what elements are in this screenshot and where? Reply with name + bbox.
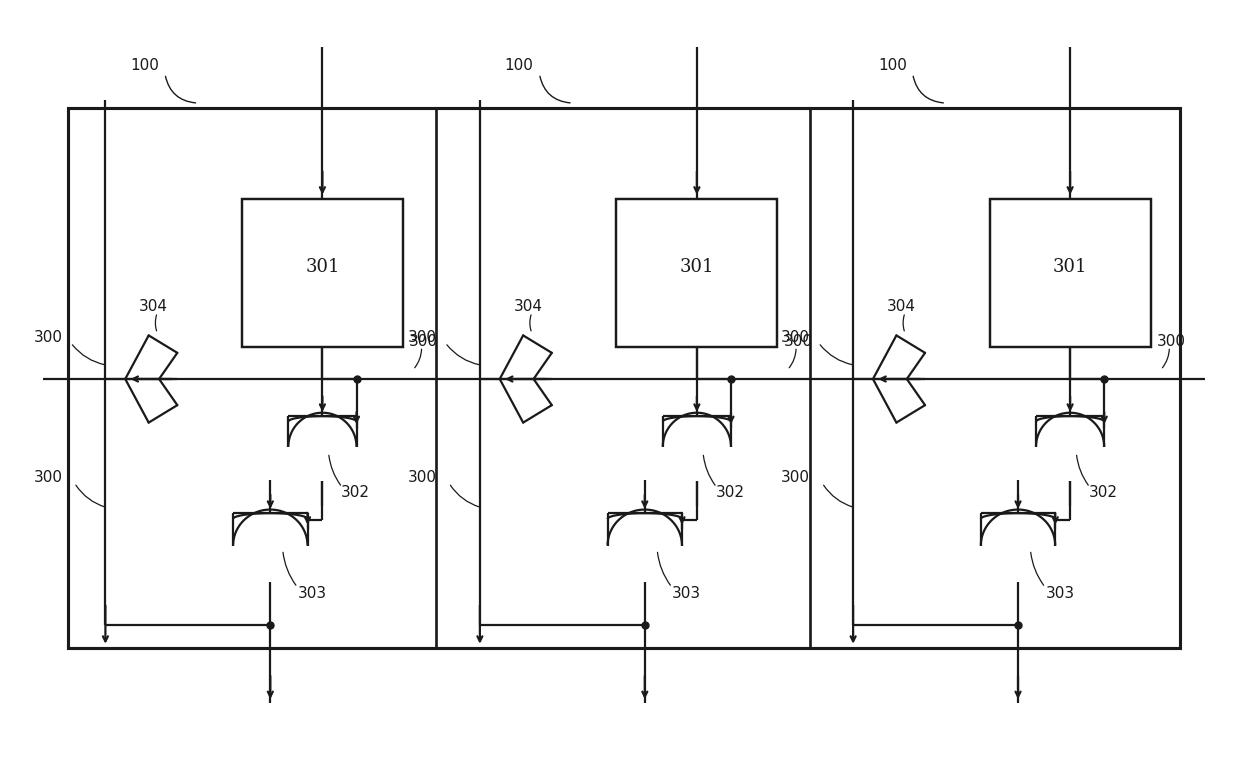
Text: 303: 303	[672, 586, 701, 601]
Text: 302: 302	[715, 485, 744, 500]
Text: 301: 301	[680, 258, 714, 276]
Bar	[68, 108, 1180, 648]
Text: 300: 300	[409, 334, 438, 349]
Bar	[616, 199, 777, 347]
Bar	[990, 199, 1151, 347]
Bar	[242, 199, 403, 347]
Text: 300: 300	[1157, 334, 1185, 349]
Text: 303: 303	[1045, 586, 1074, 601]
Text: 304: 304	[139, 299, 167, 315]
Text: 302: 302	[1089, 485, 1117, 500]
Text: 100: 100	[505, 58, 533, 74]
Text: 100: 100	[878, 58, 906, 74]
Text: 300: 300	[784, 334, 812, 349]
Text: 300: 300	[33, 330, 62, 345]
Text: 301: 301	[305, 258, 340, 276]
Text: 300: 300	[408, 330, 436, 345]
Text: 100: 100	[130, 58, 159, 74]
Text: 304: 304	[887, 299, 915, 315]
Text: 300: 300	[408, 470, 436, 485]
Text: 300: 300	[781, 470, 810, 485]
Text: 300: 300	[781, 330, 810, 345]
Text: 304: 304	[513, 299, 542, 315]
Text: 301: 301	[1053, 258, 1087, 276]
Text: 300: 300	[33, 470, 62, 485]
Text: 302: 302	[341, 485, 370, 500]
Text: 303: 303	[298, 586, 326, 601]
